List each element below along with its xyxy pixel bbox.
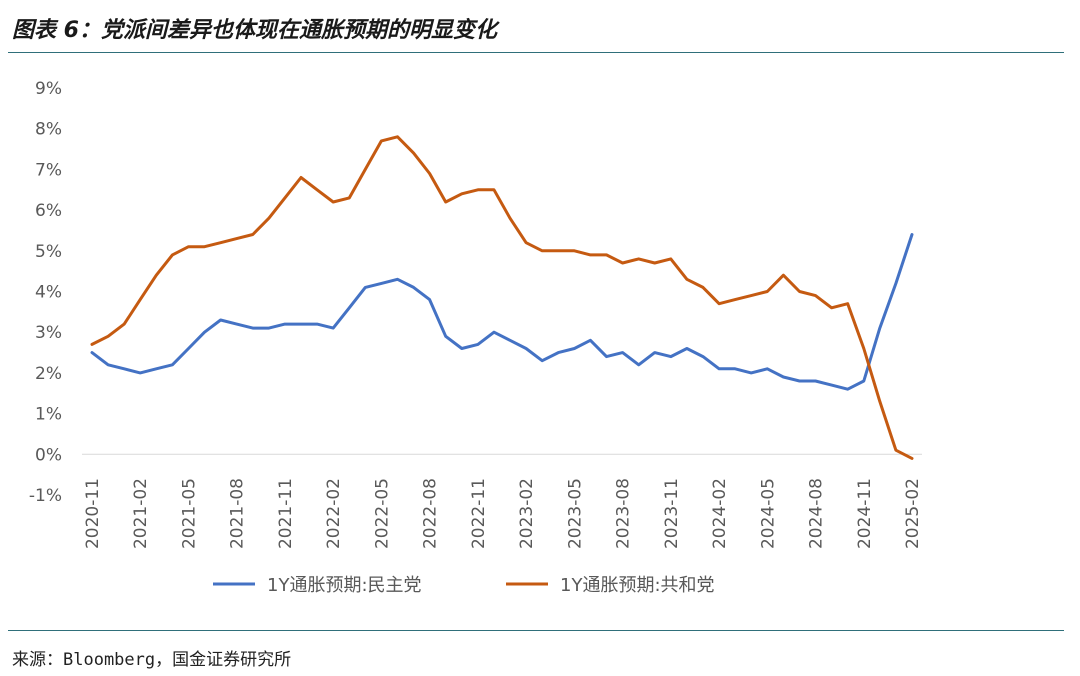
x-tick-label: 2021-08: [228, 478, 248, 549]
y-tick-label: 0%: [35, 445, 62, 465]
x-tick-label: 2022-02: [324, 478, 344, 549]
y-tick-label: 7%: [35, 160, 62, 180]
y-tick-label: 3%: [35, 323, 62, 343]
chart-title: 图表 6：党派间差异也体现在通胀预期的明显变化: [12, 18, 497, 43]
x-tick-label: 2023-02: [517, 478, 537, 549]
series-lines: [90, 135, 914, 460]
x-tick-label: 2020-11: [83, 478, 103, 549]
x-tick-label: 2021-11: [276, 478, 296, 549]
x-tick-label: 2021-05: [179, 478, 199, 549]
top-divider: [8, 52, 1064, 53]
x-tick-label: 2022-08: [421, 478, 441, 549]
x-tick-label: 2021-02: [131, 478, 151, 549]
x-tick-label: 2024-08: [807, 478, 827, 549]
y-tick-label: 1%: [35, 405, 62, 425]
series-line-1: [90, 135, 914, 460]
bottom-divider: [8, 630, 1064, 631]
y-tick-label: 5%: [35, 242, 62, 262]
legend: 1Y通胀预期:民主党 1Y通胀预期:共和党: [213, 575, 715, 596]
x-tick-label: 2023-08: [614, 478, 634, 549]
y-tick-label: 4%: [35, 283, 62, 303]
x-tick-label: 2023-05: [565, 478, 585, 549]
legend-label-0: 1Y通胀预期:民主党: [267, 575, 422, 596]
y-tick-label: -1%: [29, 486, 62, 506]
x-tick-label: 2022-05: [372, 478, 392, 549]
x-axis-ticks: 2020-11 2021-02 2021-05 2021-08 2021-11 2022-…: [83, 478, 923, 549]
y-tick-label: 2%: [35, 364, 62, 384]
source-note: 来源：Bloomberg，国金证券研究所: [12, 650, 292, 670]
y-axis-ticks: -1% 0% 1% 2% 3% 4% 5% 6% 7% 8% 9%: [29, 79, 62, 506]
x-tick-label: 2023-11: [662, 478, 682, 549]
x-tick-label: 2024-02: [710, 478, 730, 549]
y-tick-label: 9%: [35, 79, 62, 99]
y-tick-label: 6%: [35, 201, 62, 221]
x-tick-label: 2024-05: [758, 478, 778, 549]
y-tick-label: 8%: [35, 120, 62, 140]
x-tick-label: 2022-11: [469, 478, 489, 549]
x-tick-label: 2024-11: [855, 478, 875, 549]
legend-label-1: 1Y通胀预期:共和党: [560, 575, 715, 596]
series-line-0: [90, 233, 914, 391]
x-tick-label: 2025-02: [903, 478, 923, 549]
line-chart: -1%0%1%2%3%4%5%6%7%8%9% 2020-11 2021-02 20…: [29, 79, 923, 596]
